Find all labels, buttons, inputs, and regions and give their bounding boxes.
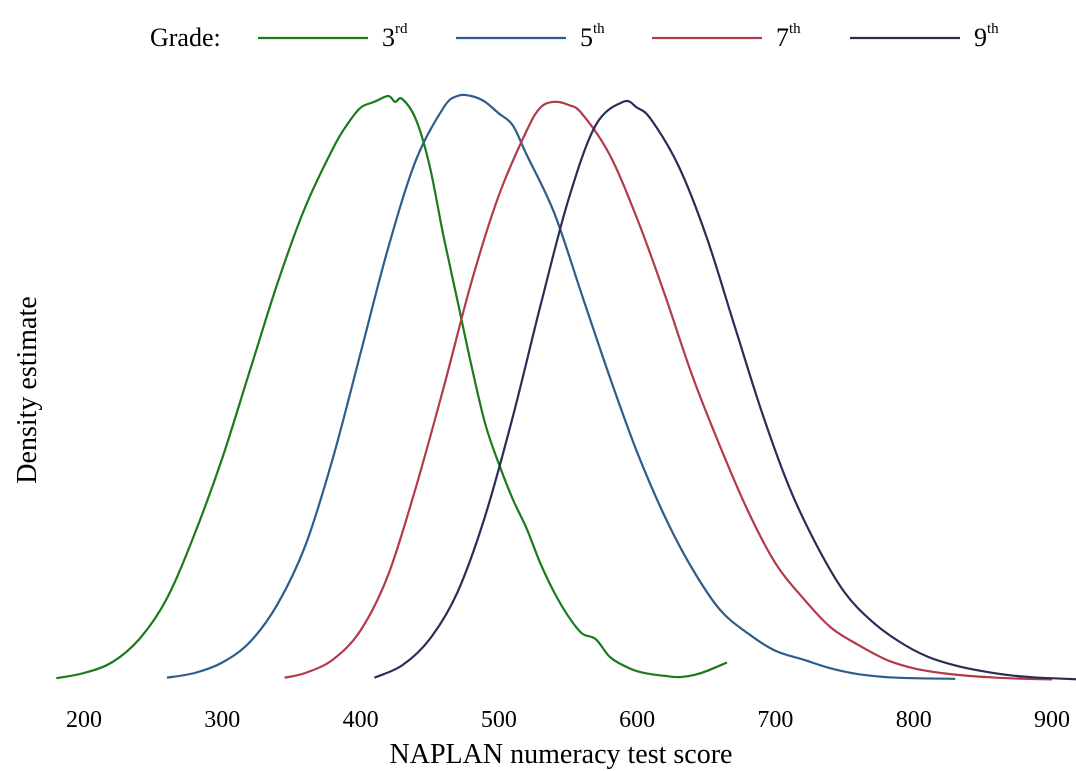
series-line-0 <box>56 94 728 680</box>
legend: Grade: 3rd 5th 7th 9th <box>150 21 999 52</box>
x-axis-label: NAPLAN numeracy test score <box>390 739 733 770</box>
x-tick-label: 200 <box>66 707 102 733</box>
legend-label-3: 9th <box>974 21 999 52</box>
series-lines <box>56 93 1076 681</box>
x-tick-label: 700 <box>757 707 793 733</box>
x-tick-label: 500 <box>481 707 517 733</box>
legend-title: Grade: <box>150 23 221 52</box>
legend-label-0: 3rd <box>382 21 408 52</box>
x-axis-ticks: 200 300 400 500 600 700 800 900 <box>66 707 1070 733</box>
y-axis-label: Density estimate <box>12 296 43 483</box>
x-tick-label: 400 <box>343 707 379 733</box>
series-line-1 <box>166 93 956 680</box>
x-tick-label: 600 <box>619 707 655 733</box>
series-line-3 <box>373 99 1076 681</box>
legend-label-2: 7th <box>776 21 801 52</box>
legend-label-1: 5th <box>580 21 605 52</box>
x-tick-label: 900 <box>1034 707 1070 733</box>
x-tick-label: 800 <box>896 707 932 733</box>
series-line-2 <box>284 100 1053 681</box>
x-tick-label: 300 <box>204 707 240 733</box>
